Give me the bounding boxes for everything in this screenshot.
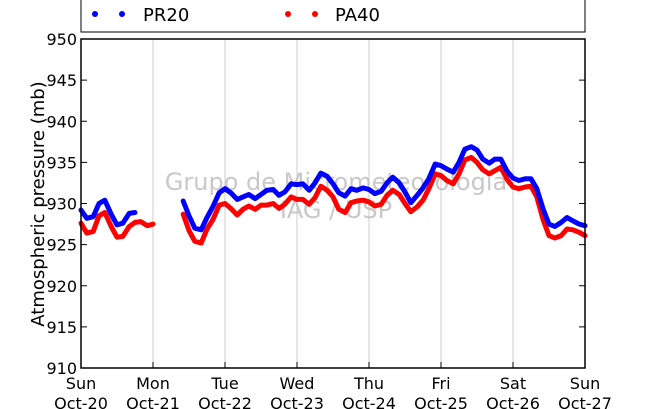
x-tick-label-date: Oct-23 — [270, 394, 324, 409]
legend: PR20 PA40 — [80, 0, 586, 33]
x-tick-label-day: Wed — [280, 374, 315, 393]
series-layer — [78, 144, 588, 246]
x-tick-label-day: Sun — [66, 374, 96, 393]
y-tick-label: 925 — [46, 236, 77, 255]
x-tick-label-date: Oct-26 — [486, 394, 540, 409]
x-tick-label-date: Oct-20 — [54, 394, 108, 409]
y-tick-label: 920 — [46, 277, 77, 296]
legend-marker-pa40-b — [312, 11, 318, 17]
plot-area — [81, 39, 585, 368]
legend-marker-pr20-b — [119, 11, 125, 17]
y-axis: 910 915 920 925 930 935 940 945 950 — [46, 30, 585, 378]
y-tick-label: 915 — [46, 318, 77, 337]
x-tick-label-date: Oct-25 — [414, 394, 468, 409]
legend-marker-pr20-a — [92, 11, 98, 17]
y-tick-label: 930 — [46, 195, 77, 214]
x-tick-label-date: Oct-21 — [126, 394, 180, 409]
legend-box — [80, 0, 586, 33]
legend-marker-pa40-a — [285, 11, 291, 17]
series-line-pa40-segment-1 — [180, 154, 588, 246]
x-tick-label-day: Fri — [431, 374, 450, 393]
series-line-pr20-segment-0 — [78, 197, 138, 228]
y-tick-label: 935 — [46, 153, 77, 172]
x-tick-label-day: Sun — [570, 374, 600, 393]
x-tick-label-day: Mon — [136, 374, 170, 393]
legend-item-pr20: PR20 — [92, 5, 189, 26]
x-tick-label-date: Oct-24 — [342, 394, 396, 409]
x-axis: SunOct-20MonOct-21TueOct-22WedOct-23ThuO… — [54, 362, 612, 409]
y-tick-label: 950 — [46, 30, 77, 49]
x-tick-label-date: Oct-27 — [558, 394, 612, 409]
y-tick-label: 945 — [46, 71, 77, 90]
y-tick-label: 910 — [46, 359, 77, 378]
legend-label-pr20: PR20 — [143, 5, 189, 26]
x-tick-label-day: Tue — [210, 374, 238, 393]
y-axis-label: Atmospheric pressure (mb) — [28, 81, 49, 326]
x-tick-label-day: Sat — [500, 374, 526, 393]
legend-item-pa40: PA40 — [285, 5, 380, 26]
legend-label-pa40: PA40 — [335, 5, 380, 26]
series-line-pa40-segment-0 — [78, 210, 156, 240]
x-tick-label-date: Oct-22 — [198, 394, 252, 409]
series-line-pr20-segment-1 — [180, 144, 588, 233]
x-tick-label-day: Thu — [353, 374, 384, 393]
y-tick-label: 940 — [46, 112, 77, 131]
